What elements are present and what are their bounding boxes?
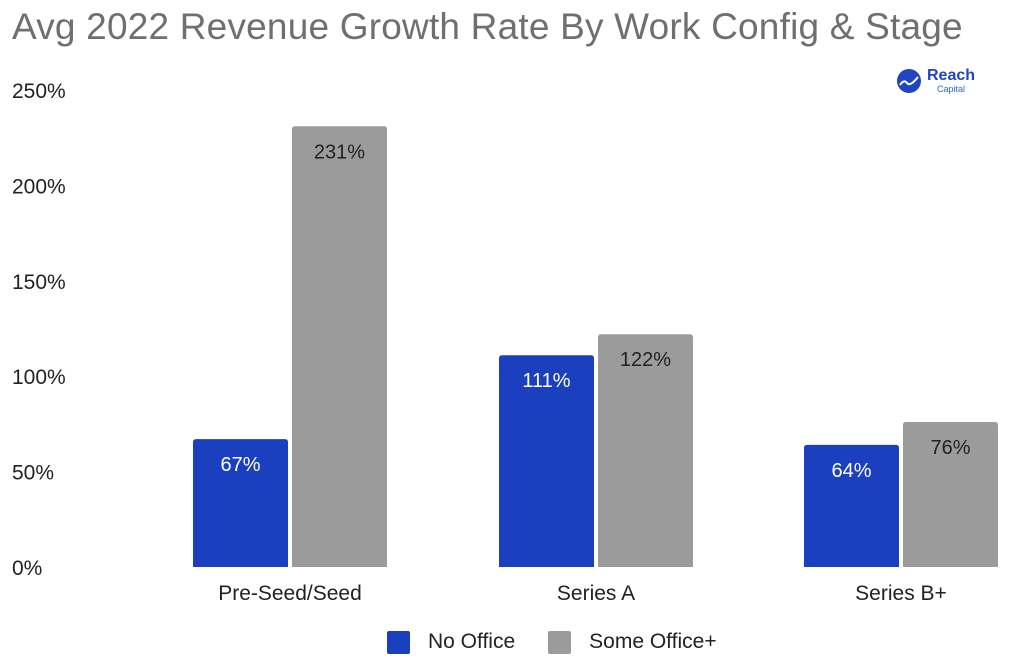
legend-swatch-no-office — [387, 630, 410, 654]
data-label: 76% — [930, 437, 970, 459]
logo-subname: Capital — [937, 84, 966, 94]
y-tick-label: 150% — [12, 271, 66, 294]
bar-no-office — [499, 355, 594, 567]
legend-item-some-office[interactable]: Some Office+ — [548, 630, 717, 654]
reach-capital-logo: Reach Capital — [897, 68, 975, 94]
x-tick-label: Series B+ — [855, 582, 947, 605]
legend-label: Some Office+ — [589, 630, 717, 653]
legend-label: No Office — [428, 630, 516, 653]
logo-name: Reach — [927, 67, 976, 84]
bar-no-office — [804, 444, 899, 567]
x-tick-label: Series A — [557, 582, 635, 605]
data-label: 67% — [220, 454, 260, 476]
y-tick-label: 100% — [12, 366, 66, 389]
data-label: 111% — [522, 370, 570, 392]
bar-some-office — [903, 421, 998, 567]
bar-no-office — [193, 439, 288, 567]
x-tick-label: Pre-Seed/Seed — [218, 582, 362, 605]
chart-title: Avg 2022 Revenue Growth Rate By Work Con… — [12, 6, 963, 47]
legend: No Office Some Office+ — [387, 630, 750, 654]
legend-swatch-some-office — [548, 630, 572, 654]
bar-some-office — [598, 334, 693, 567]
bar-some-office — [292, 126, 387, 567]
legend-item-no-office[interactable]: No Office — [387, 630, 515, 654]
y-tick-label: 250% — [12, 80, 66, 103]
y-tick-label: 50% — [12, 462, 54, 485]
data-label: 64% — [831, 460, 871, 482]
data-label: 122% — [620, 349, 671, 371]
reach-logo-icon — [897, 69, 921, 93]
data-label: 231% — [314, 141, 365, 163]
y-tick-label: 200% — [12, 175, 66, 198]
y-tick-label: 0% — [12, 557, 42, 580]
